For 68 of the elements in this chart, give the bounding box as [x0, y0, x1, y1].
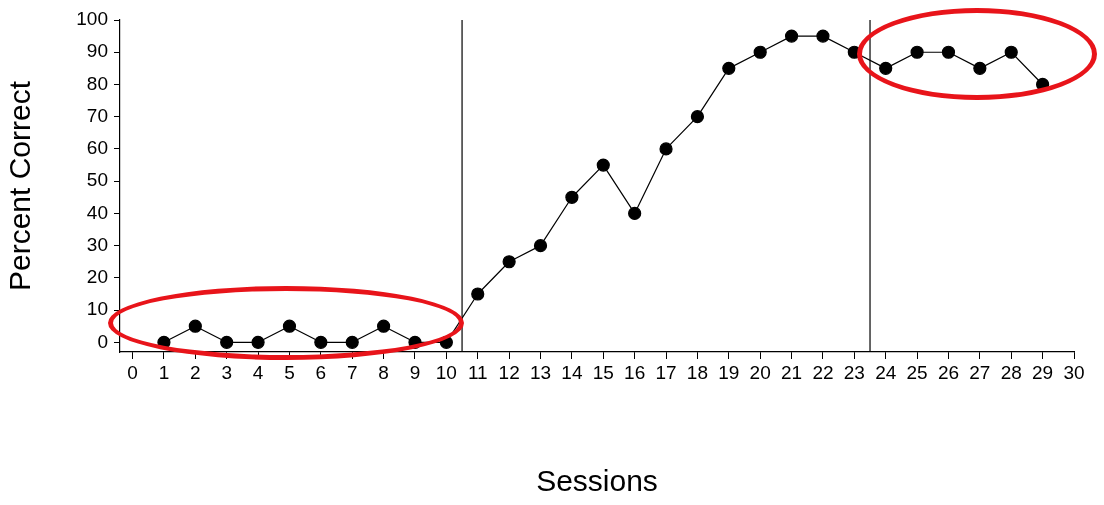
- x-tick-label: 15: [592, 361, 614, 383]
- point: [941, 45, 956, 59]
- point: [220, 335, 234, 349]
- x-tick-label: 5: [284, 361, 295, 383]
- x-tick-label: 6: [315, 361, 327, 383]
- point: [282, 319, 297, 333]
- y-tick-label: 80: [86, 72, 108, 94]
- point: [596, 158, 610, 172]
- y-tick-label: 10: [86, 298, 108, 320]
- x-tick-label: 26: [937, 361, 960, 383]
- point: [910, 45, 924, 59]
- x-tick-label: 27: [969, 361, 991, 383]
- point: [314, 335, 328, 349]
- y-tick-label: 40: [86, 201, 108, 223]
- x-tick-label: 23: [843, 361, 865, 383]
- x-axis-title: Sessions: [536, 464, 658, 498]
- x-tick-label: 25: [906, 361, 928, 383]
- x-tick-label: 3: [221, 361, 232, 383]
- point: [628, 206, 642, 220]
- y-tick-label: 30: [86, 233, 108, 255]
- point: [251, 335, 265, 349]
- x-tick-label: 30: [1063, 361, 1085, 383]
- x-tick-label: 8: [378, 361, 389, 383]
- x-tick-label: 12: [498, 361, 520, 383]
- point: [565, 190, 579, 204]
- point: [973, 61, 987, 75]
- x-tick-label: 28: [1000, 361, 1022, 383]
- x-tick-label: 29: [1032, 361, 1054, 383]
- x-tick-label: 10: [435, 361, 457, 383]
- point: [502, 255, 516, 269]
- y-tick-label: 70: [86, 104, 108, 126]
- x-tick-label: 1: [158, 361, 170, 383]
- x-tick-label: 13: [529, 361, 552, 383]
- y-tick-label: 0: [97, 330, 108, 352]
- x-tick-label: 24: [875, 361, 897, 383]
- x-tick-label: 0: [127, 361, 138, 383]
- y-tick-label: 100: [76, 8, 108, 30]
- x-tick-label: 20: [749, 361, 771, 383]
- x-tick-label: 16: [624, 361, 646, 383]
- x-tick-label: 21: [781, 361, 803, 383]
- x-tick-label: 11: [467, 361, 488, 383]
- x-tick-label: 17: [655, 361, 677, 383]
- point: [816, 29, 830, 43]
- point: [753, 45, 767, 59]
- point: [722, 61, 736, 75]
- point: [879, 61, 893, 75]
- point: [1004, 45, 1018, 59]
- point: [659, 142, 673, 156]
- x-tick-label: 9: [409, 361, 421, 383]
- x-tick-label: 4: [252, 361, 264, 383]
- y-tick-label: 90: [86, 40, 108, 62]
- x-tick-label: 19: [718, 361, 740, 383]
- point: [345, 335, 359, 349]
- x-tick-label: 14: [561, 361, 583, 383]
- x-tick-label: 7: [346, 361, 358, 383]
- point: [188, 319, 202, 333]
- x-tick-label: 22: [812, 361, 834, 383]
- x-tick-label: 2: [190, 361, 201, 383]
- point: [690, 110, 705, 124]
- point: [471, 287, 485, 301]
- y-axis-title: Percent Correct: [3, 80, 37, 292]
- point: [533, 239, 548, 253]
- y-tick-label: 50: [86, 169, 108, 191]
- point: [784, 29, 799, 43]
- x-tick-label: 18: [686, 361, 708, 383]
- point: [377, 319, 391, 333]
- y-tick-label: 20: [86, 266, 108, 288]
- y-tick-label: 60: [86, 137, 108, 159]
